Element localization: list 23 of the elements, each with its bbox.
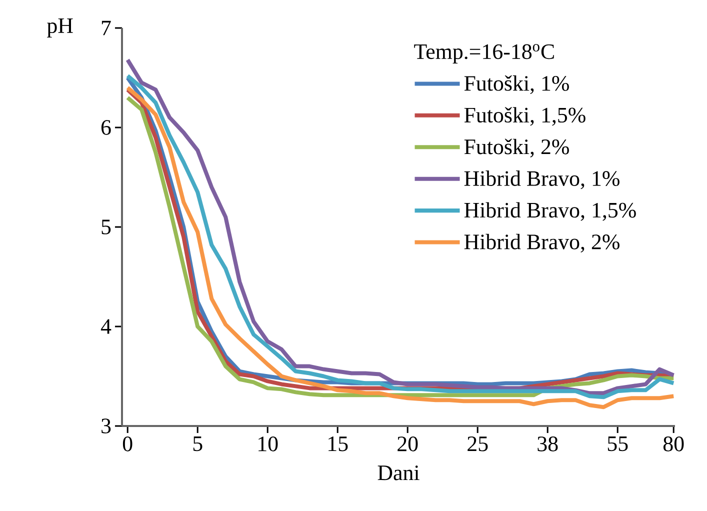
legend-label: Hibrid Bravo, 1,5% — [464, 202, 636, 221]
legend-label: Hibrid Bravo, 1% — [464, 170, 620, 190]
x-tick-label: 80 — [663, 436, 684, 452]
x-tick-label: 25 — [468, 436, 488, 452]
y-axis-title: pH — [47, 18, 73, 38]
legend-label: Futoški, 1% — [464, 75, 569, 94]
y-tick-label: 7 — [102, 20, 111, 36]
x-tick-label: 0 — [122, 436, 132, 452]
legend-label: Futoški, 2% — [464, 138, 569, 158]
y-tick-label: 4 — [100, 319, 112, 334]
y-tick-label: 5 — [102, 220, 111, 234]
x-tick-label: 10 — [258, 436, 278, 452]
y-tick-label: 6 — [101, 120, 111, 135]
x-tick-label: 20 — [398, 436, 418, 452]
x-tick-label: 5 — [193, 436, 202, 452]
x-tick-label: 15 — [328, 436, 348, 452]
x-tick-label: 55 — [608, 436, 628, 452]
legend-title: Temp.=16-18$^{o}$C — [414, 44, 554, 64]
x-tick-label: 38 — [538, 436, 558, 452]
legend-label: Futoški, 1,5% — [464, 107, 586, 126]
legend-label: Hibrid Bravo, 2% — [464, 234, 620, 252]
y-tick-label: 3 — [102, 418, 111, 434]
x-axis-title: Dani — [378, 466, 420, 480]
